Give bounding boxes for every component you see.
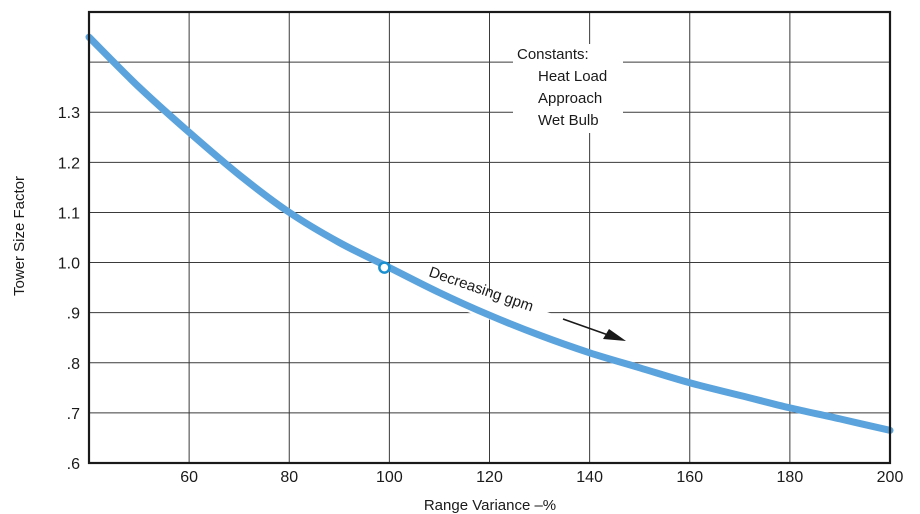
x-tick-label: 160: [676, 469, 703, 486]
y-tick-label: 1.1: [58, 205, 80, 222]
curve-label-group: Decreasing gpm: [414, 264, 552, 339]
y-axis-label: Tower Size Factor: [11, 176, 28, 296]
constants-item-heat-load: Heat Load: [538, 68, 607, 85]
x-tick-label: 120: [476, 469, 503, 486]
y-tick-label: .6: [67, 456, 80, 473]
x-tick-label: 200: [877, 469, 904, 486]
grid-lines: [89, 12, 891, 464]
arrow-shaft: [562, 318, 612, 337]
y-tick-label: 1.0: [58, 256, 80, 273]
constants-annotation: Constants: Heat Load Approach Wet Bulb: [513, 44, 623, 133]
constants-item-approach: Approach: [538, 90, 602, 107]
constants-background: [513, 44, 623, 133]
constants-item-wet-bulb: Wet Bulb: [538, 112, 599, 129]
x-tick-label: 180: [777, 469, 804, 486]
constants-title: Constants:: [517, 46, 589, 63]
x-tick-label: 100: [376, 469, 403, 486]
x-tick-label: 80: [280, 469, 298, 486]
x-tick-label: 60: [180, 469, 198, 486]
y-tick-label: .9: [67, 306, 80, 323]
y-tick-label: .8: [67, 356, 80, 373]
x-axis-label: Range Variance –%: [424, 497, 556, 514]
y-tick-label: 1.3: [58, 105, 80, 122]
series-line: [85, 33, 894, 434]
reference-point-marker: [378, 261, 391, 274]
series-layer: [85, 33, 894, 434]
y-tick-label: 1.2: [58, 155, 80, 172]
curve-label-background: [414, 269, 552, 339]
arrow-head: [603, 329, 626, 341]
direction-arrow: [562, 318, 626, 341]
y-tick-label: .7: [67, 406, 80, 423]
plot-frame: [87, 10, 892, 465]
x-tick-label: 140: [576, 469, 603, 486]
tick-labels: 60 80 100 120 140 160 180 200 .6 .7 .8 .9 1.0 1.1 1.2 1…: [58, 105, 904, 486]
